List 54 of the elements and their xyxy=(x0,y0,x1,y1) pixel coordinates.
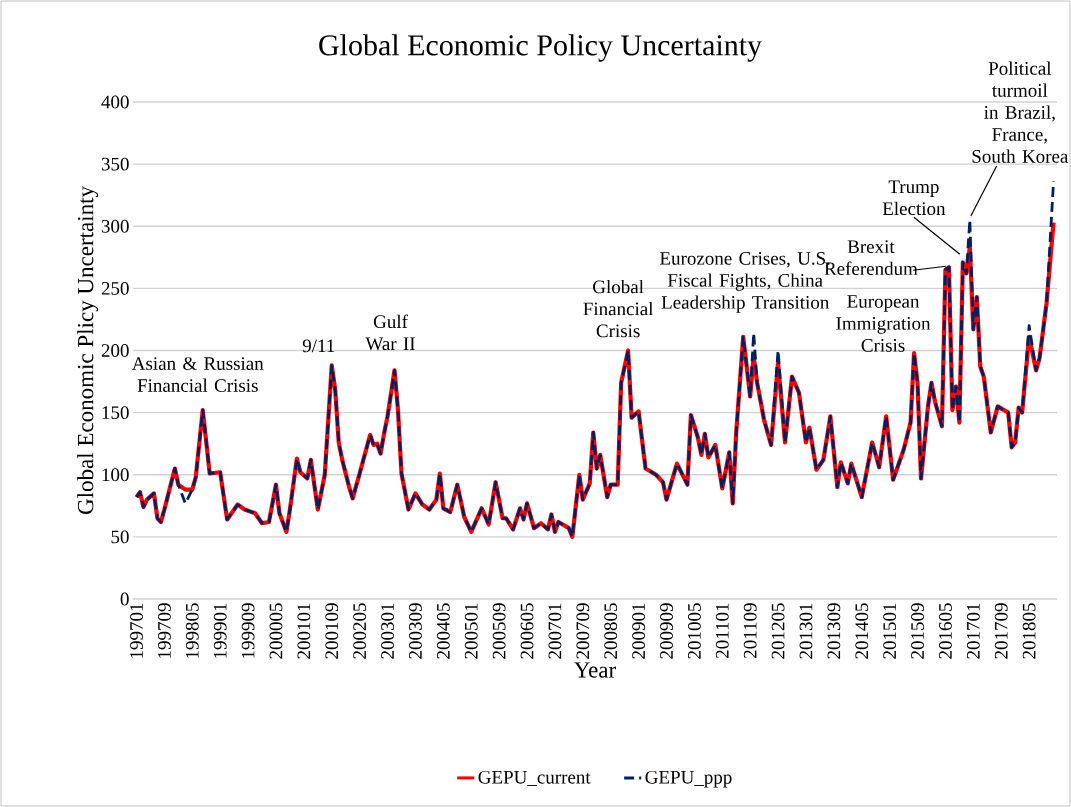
x-tick-label: 201805 xyxy=(1022,603,1036,659)
x-tick-label: 201301 xyxy=(799,603,813,659)
x-tick-label: 199805 xyxy=(185,603,199,658)
x-tick-label: 200309 xyxy=(409,603,422,659)
y-tick-label: 100 xyxy=(102,468,129,482)
x-tick-label: 199909 xyxy=(241,603,255,658)
legend-label: GEPU_ppp xyxy=(645,770,732,788)
legend-label: GEPU_current xyxy=(478,770,591,786)
annotation: Asian & Russian Financial Crisis xyxy=(131,357,264,392)
x-tick-label: 200205 xyxy=(353,603,367,659)
x-tick-label: 201005 xyxy=(687,603,701,659)
x-tick-label: 200909 xyxy=(660,603,673,659)
x-tick-label: 201205 xyxy=(771,603,785,659)
x-tick-label: 201109 xyxy=(743,603,757,658)
x-tick-label: 200101 xyxy=(297,603,311,659)
x-tick-label: 201309 xyxy=(827,603,841,659)
x-tick-label: 200709 xyxy=(576,603,590,659)
annotation: Political turmoil in Brazil, France, South Korea xyxy=(972,61,1069,163)
chart-title: Global Economic Policy Uncertainty xyxy=(319,34,762,62)
x-tick-label: 201605 xyxy=(939,603,952,659)
y-axis-title: Global Economic Plicy Uncertainty xyxy=(77,186,99,515)
annotation: Gulf War II xyxy=(365,314,415,351)
x-tick-label: 201501 xyxy=(883,603,897,659)
x-tick-label: 199701 xyxy=(130,603,143,658)
annotation: Trump Election xyxy=(882,180,946,216)
x-tick-label: 200901 xyxy=(632,603,645,659)
annotation: European Immigration Crisis xyxy=(836,295,931,352)
y-tick-label: 250 xyxy=(101,281,129,295)
y-tick-label: 350 xyxy=(101,157,129,171)
x-tick-label: 200405 xyxy=(436,603,450,659)
y-tick-label: 0 xyxy=(120,592,129,606)
x-tick-label: 200701 xyxy=(548,603,562,659)
x-tick-label: 200109 xyxy=(325,603,339,659)
x-tick-label: 199901 xyxy=(213,603,227,658)
x-tick-label: 201701 xyxy=(966,603,980,659)
x-tick-label: 200605 xyxy=(520,603,534,659)
x-tick-label: 201709 xyxy=(994,603,1008,659)
y-tick-label: 150 xyxy=(102,406,129,420)
x-tick-label: 199709 xyxy=(157,603,171,658)
x-tick-label: 200301 xyxy=(381,603,394,659)
annotation: Global Financial Crisis xyxy=(583,279,654,338)
x-tick-label: 201101 xyxy=(715,603,729,658)
x-tick-label: 201405 xyxy=(855,603,869,659)
x-axis-title: Year xyxy=(574,662,617,678)
x-tick-label: 200501 xyxy=(464,603,478,659)
y-tick-label: 200 xyxy=(101,344,129,357)
x-tick-label: 200509 xyxy=(492,603,506,659)
annotation: 9/11 xyxy=(302,339,335,353)
x-tick-label: 200005 xyxy=(269,603,283,659)
y-tick-label: 50 xyxy=(111,530,129,544)
x-tick-label: 200805 xyxy=(604,603,618,659)
y-tick-label: 400 xyxy=(101,95,129,109)
x-tick-label: 201509 xyxy=(911,603,924,659)
y-tick-label: 300 xyxy=(101,219,129,233)
